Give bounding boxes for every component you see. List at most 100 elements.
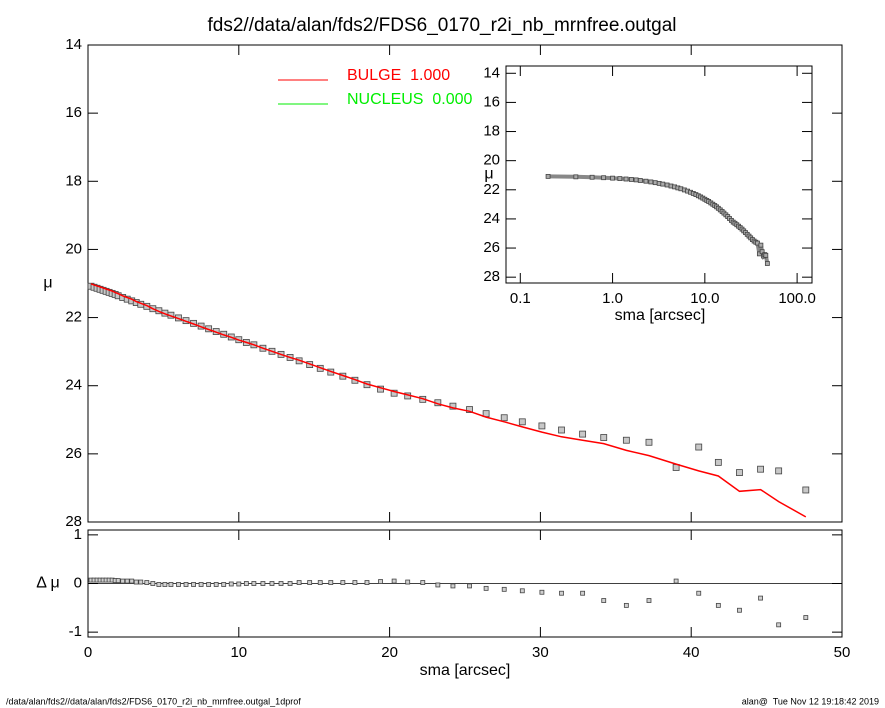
y-tick-label: 18 xyxy=(483,123,500,140)
data-point xyxy=(623,602,629,608)
y-tick-label: 18 xyxy=(65,172,82,189)
data-point xyxy=(391,578,397,584)
data-point xyxy=(352,580,358,585)
data-point xyxy=(633,177,639,183)
data-point xyxy=(405,579,411,585)
data-point xyxy=(736,469,743,476)
data-point xyxy=(695,443,703,451)
data-point xyxy=(758,595,763,601)
data-point xyxy=(287,581,293,586)
data-point xyxy=(449,402,457,410)
data-point xyxy=(601,598,607,603)
y-tick-label: 24 xyxy=(483,210,500,227)
y-tick-label: 20 xyxy=(65,240,82,257)
data-point xyxy=(501,586,507,592)
data-point xyxy=(652,180,658,186)
data-point xyxy=(660,181,666,187)
y-tick-label: 16 xyxy=(65,104,82,121)
data-point xyxy=(133,579,139,585)
data-point xyxy=(622,436,630,444)
data-point xyxy=(162,582,168,587)
y-tick-label: 24 xyxy=(65,377,82,394)
y-tick-label: 0 xyxy=(74,574,82,591)
data-point xyxy=(539,589,545,595)
x-tick-label: 10 xyxy=(230,644,247,661)
data-point xyxy=(236,581,242,587)
data-point xyxy=(643,178,649,184)
data-point xyxy=(390,389,398,397)
data-point xyxy=(278,581,284,586)
data-point xyxy=(124,578,130,584)
data-point xyxy=(206,582,212,587)
data-point xyxy=(307,580,313,585)
data-point xyxy=(538,422,546,430)
data-point xyxy=(803,615,809,620)
x-tick-label: 100.0 xyxy=(778,290,816,307)
data-point xyxy=(296,580,302,585)
data-point xyxy=(213,582,219,587)
data-point xyxy=(251,581,257,586)
data-point xyxy=(637,178,643,183)
data-point xyxy=(483,585,489,591)
y-tick-label: 14 xyxy=(483,64,500,81)
data-point xyxy=(260,581,266,586)
y-tick-label: 28 xyxy=(65,513,82,530)
data-point xyxy=(435,582,441,588)
data-point xyxy=(183,582,189,587)
data-point xyxy=(519,588,525,594)
data-point xyxy=(715,602,721,608)
data-point xyxy=(228,581,234,587)
data-point xyxy=(138,579,144,585)
data-point xyxy=(600,434,608,441)
data-point xyxy=(129,578,135,584)
data-point xyxy=(579,430,587,438)
x-tick-label: 0.1 xyxy=(510,290,531,307)
data-point xyxy=(646,598,652,603)
y-tick-label: 16 xyxy=(483,93,500,110)
x-tick-label: 30 xyxy=(532,644,549,661)
footer-left: /data/alan/fds2//data/alan/fds2/FDS6_017… xyxy=(6,696,301,706)
data-point xyxy=(378,579,383,584)
data-point xyxy=(340,580,346,585)
footer-right: alan@ Tue Nov 12 19:18:42 2019 xyxy=(742,696,879,706)
x-axis-label: sma [arcsec] xyxy=(420,662,511,679)
data-point xyxy=(191,582,196,587)
data-point xyxy=(559,590,564,596)
y-tick-label: 26 xyxy=(65,445,82,462)
data-point xyxy=(758,242,764,248)
y-tick-label: 1 xyxy=(74,526,82,543)
data-point xyxy=(558,426,565,434)
data-point xyxy=(545,173,551,179)
data-point xyxy=(664,182,670,188)
data-point xyxy=(776,622,782,628)
data-point xyxy=(648,179,654,185)
data-point xyxy=(466,406,473,413)
data-point xyxy=(115,578,121,583)
x-tick-label: 1.0 xyxy=(602,290,623,307)
data-point xyxy=(269,581,275,586)
model-line xyxy=(90,283,807,518)
data-point xyxy=(673,578,679,584)
data-point xyxy=(198,582,204,587)
inset-frame xyxy=(505,65,813,284)
data-point xyxy=(623,176,629,182)
data-point xyxy=(573,174,579,180)
x-tick-label: 40 xyxy=(683,644,700,661)
data-point xyxy=(737,607,742,613)
x-tick-label: 0 xyxy=(84,644,92,661)
x-tick-label: 50 xyxy=(834,644,851,661)
legend-label: NUCLEUS 0.000 xyxy=(347,91,472,108)
data-point xyxy=(601,175,607,181)
data-point xyxy=(120,578,126,584)
data-point xyxy=(467,583,472,589)
data-point xyxy=(764,261,770,266)
y-tick-label: 22 xyxy=(65,309,82,326)
data-point xyxy=(243,581,249,586)
y-tick-label: 20 xyxy=(483,152,500,169)
data-point xyxy=(221,582,227,587)
data-point xyxy=(156,582,162,587)
data-point xyxy=(144,580,150,585)
data-point xyxy=(176,582,181,587)
data-point xyxy=(500,414,508,422)
data-point xyxy=(763,252,769,258)
